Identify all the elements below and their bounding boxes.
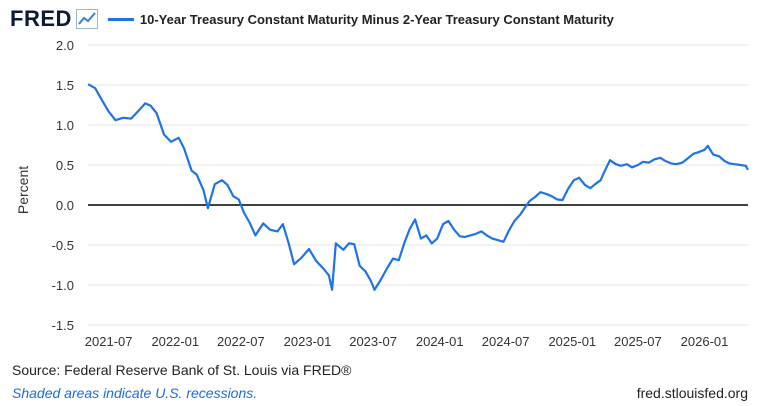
x-tick-label: 2026-01 [681,334,729,349]
chart-header: FRED 10-Year Treasury Constant Maturity … [10,6,614,32]
x-tick-label: 2021-07 [85,334,133,349]
x-tick-label: 2024-01 [416,334,464,349]
y-tick-labels: 2.0 1.5 1.0 0.5 0.0 -0.5 -1.0 -1.5 [52,38,74,333]
series-group [87,83,749,291]
y-tick-label: 1.5 [56,78,74,93]
x-tick-labels: 2021-07 2022-01 2022-07 2023-01 2023-07 2024-… [85,334,729,349]
y-tick-label: 2.0 [56,38,74,53]
legend-series-label: 10-Year Treasury Constant Maturity Minus… [139,11,614,27]
legend: 10-Year Treasury Constant Maturity Minus… [107,11,614,27]
x-tick-label: 2025-01 [548,334,596,349]
recession-note: Shaded areas indicate U.S. recessions. [12,385,258,401]
x-tick-label: 2023-01 [284,334,332,349]
grid-lines [88,44,748,326]
legend-swatch [107,17,134,21]
line-chart-icon [75,9,98,29]
y-tick-label: 1.0 [56,118,74,133]
x-tick-label: 2022-01 [151,334,199,349]
x-tick-label: 2022-07 [217,334,265,349]
x-tick-label: 2025-07 [614,334,662,349]
y-tick-label: -0.5 [52,238,74,253]
y-axis-label: Percent [15,166,31,214]
y-tick-label: 0.0 [56,198,74,213]
source-text: Source: Federal Reserve Bank of St. Loui… [12,362,352,378]
y-tick-label: -1.0 [52,278,74,293]
fred-logo[interactable]: FRED [10,6,72,31]
series-line [87,83,749,291]
y-tick-label: -1.5 [52,318,74,333]
x-tick-label: 2024-07 [482,334,530,349]
site-url[interactable]: fred.stlouisfed.org [636,385,748,401]
y-tick-label: 0.5 [56,158,74,173]
x-tick-label: 2023-07 [349,334,397,349]
